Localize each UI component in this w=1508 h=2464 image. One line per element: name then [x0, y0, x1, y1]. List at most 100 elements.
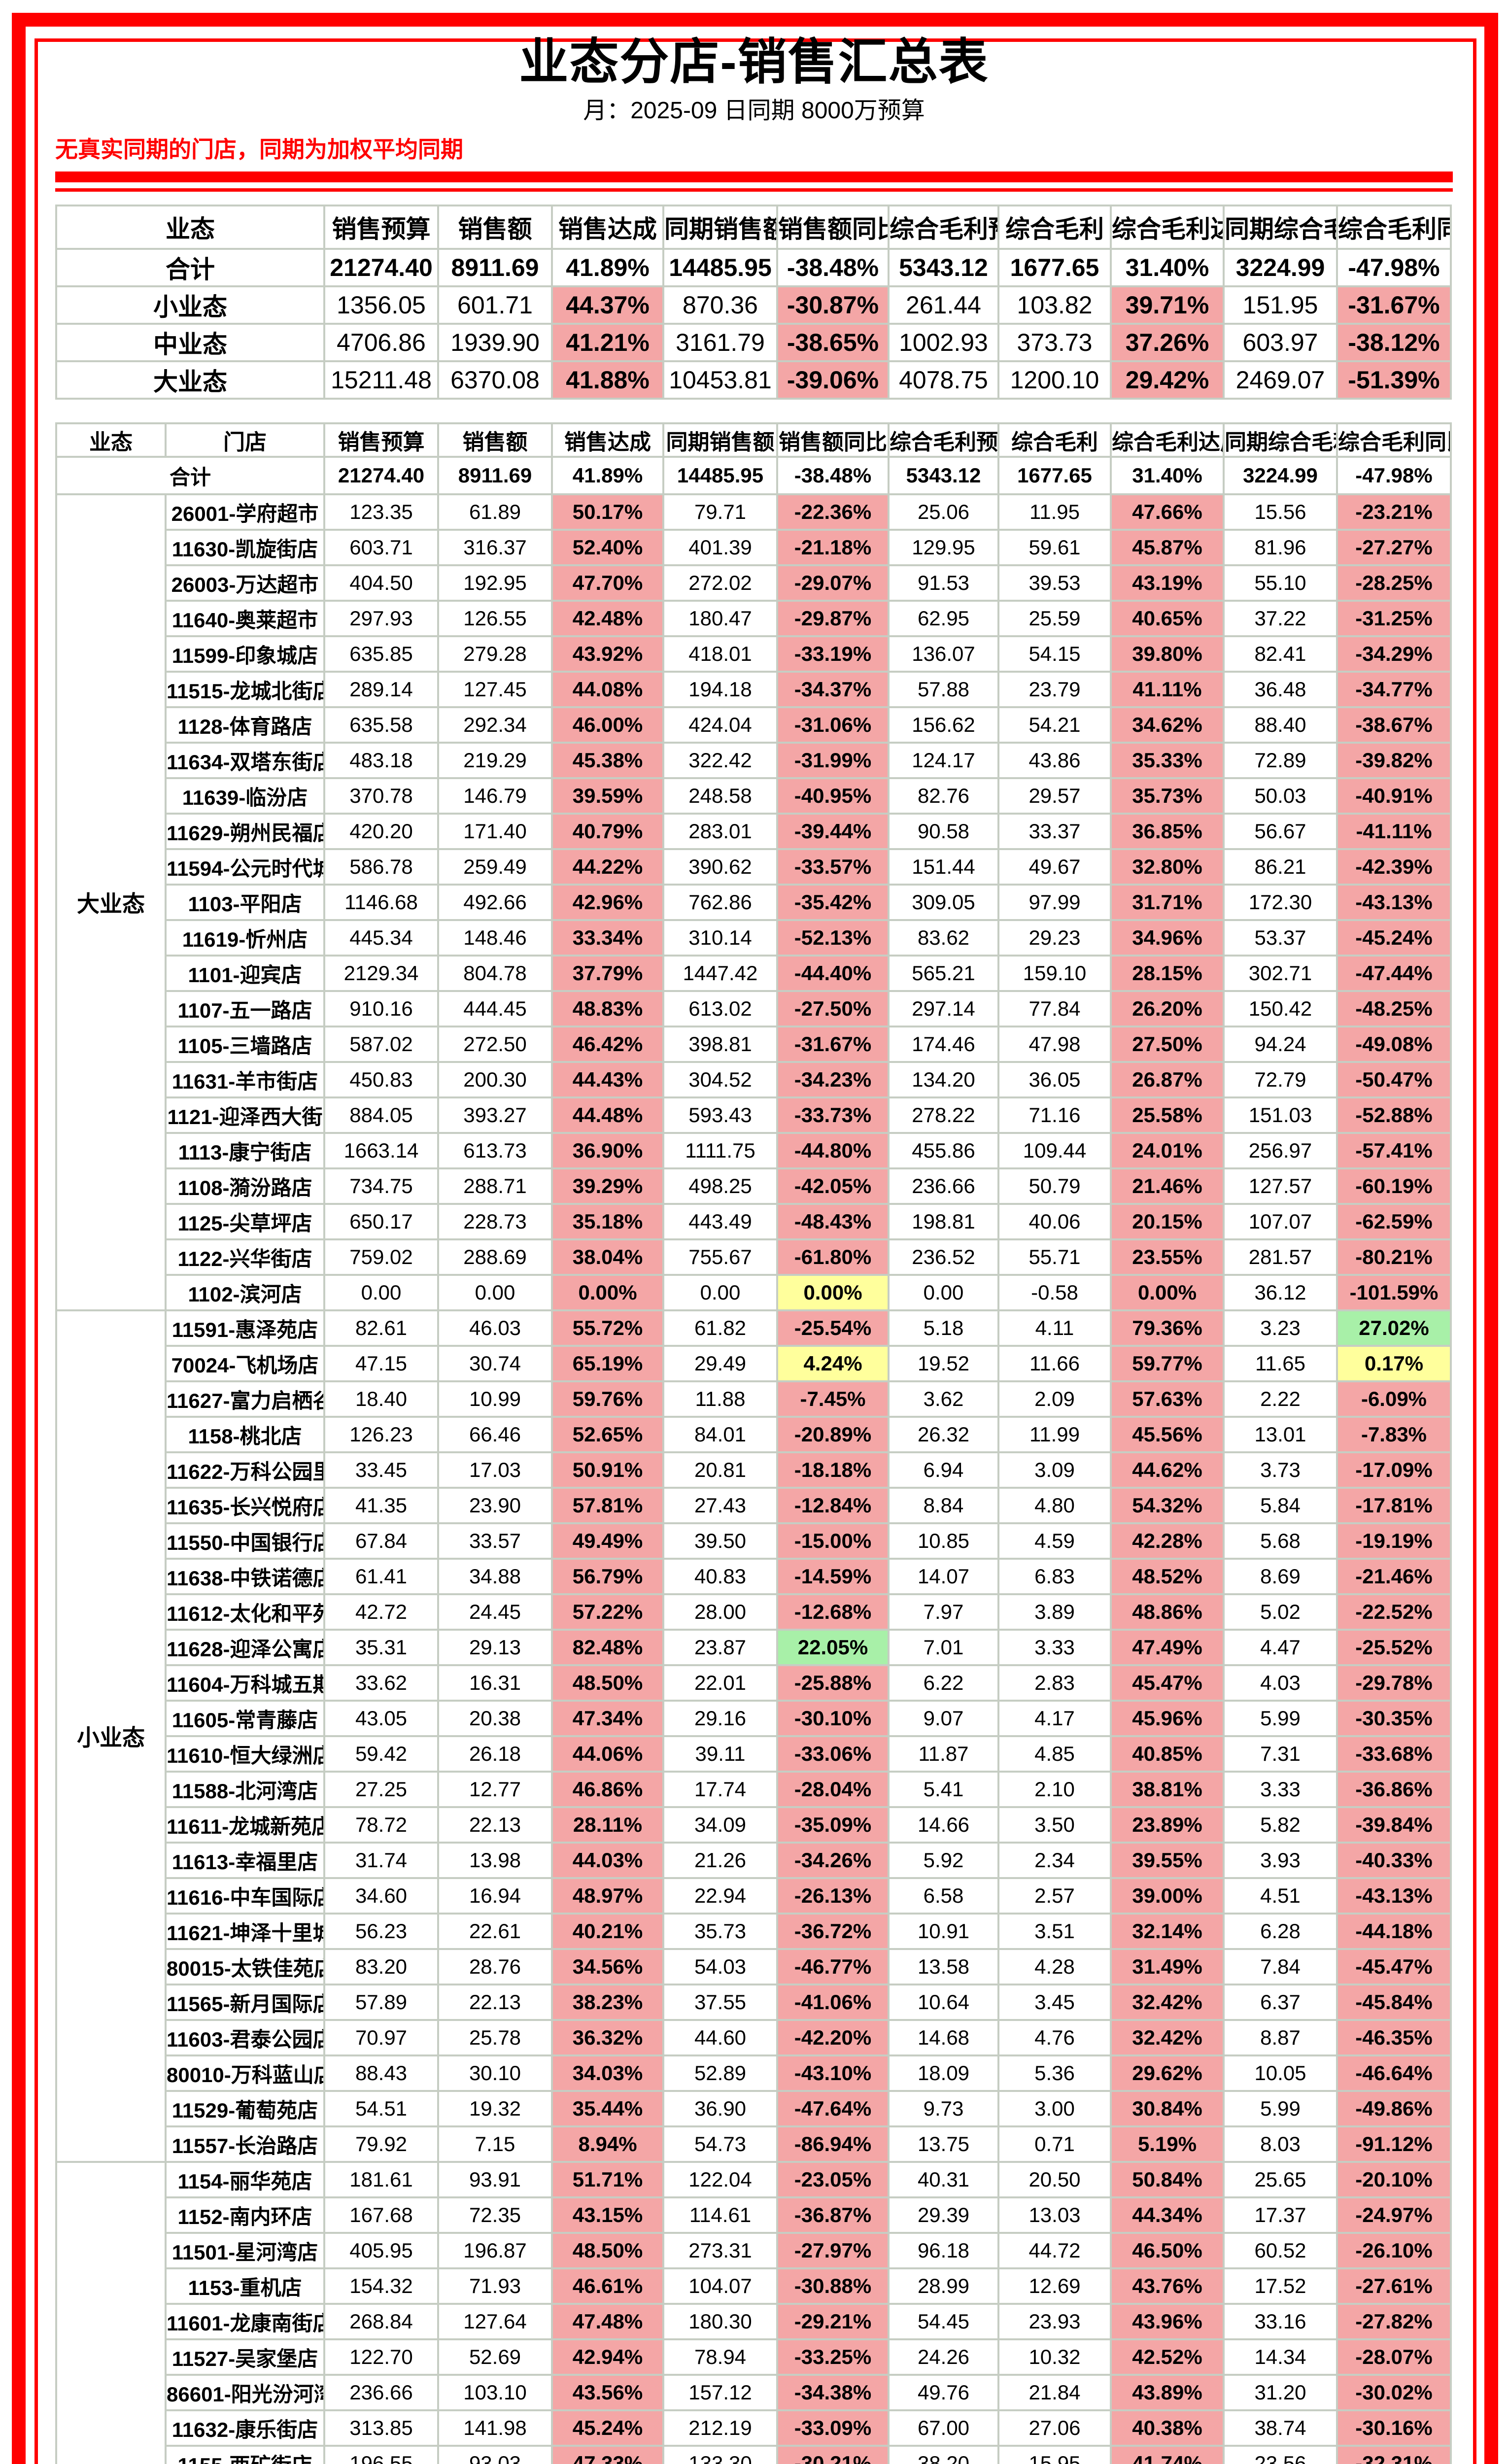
value-cell: 13.01 — [1223, 1416, 1338, 1453]
value-cell: 28.11% — [551, 1806, 664, 1844]
value-cell: 150.42 — [1223, 990, 1338, 1027]
value-cell: -44.40% — [776, 955, 890, 992]
value-cell: 884.05 — [323, 1096, 439, 1134]
detail-table-header: 业态门店销售预算销售额销售达成同期销售额销售额同比综合毛利预算综合毛利综合毛利达… — [55, 422, 1452, 458]
value-cell: 6.22 — [888, 1664, 999, 1702]
value-cell: 17.52 — [1223, 2267, 1338, 2305]
value-cell: 62.95 — [888, 600, 999, 637]
value-cell: -29.21% — [776, 2303, 890, 2340]
value-cell: 3.33 — [997, 1629, 1112, 1666]
value-cell: 5.18 — [888, 1309, 999, 1347]
value-cell: 47.66% — [1110, 493, 1225, 531]
value-cell: 97.99 — [997, 884, 1112, 921]
value-cell: 91.53 — [888, 564, 999, 602]
value-cell: 19.32 — [437, 2090, 553, 2127]
value-cell: 47.34% — [551, 1700, 664, 1737]
column-header: 门店 — [165, 422, 325, 458]
value-cell: 268.84 — [323, 2303, 439, 2340]
value-cell: 272.50 — [437, 1026, 553, 1063]
value-cell: -14.59% — [776, 1558, 890, 1595]
value-cell: 35.73% — [1110, 777, 1225, 815]
value-cell: -7.45% — [776, 1380, 890, 1418]
value-cell: 27.02% — [1336, 1309, 1452, 1347]
value-cell: -36.86% — [1336, 1771, 1452, 1808]
column-header: 综合毛利预算 — [888, 205, 999, 250]
value-cell: 2.09 — [997, 1380, 1112, 1418]
store-name-cell: 11529-葡萄苑店 — [165, 2090, 325, 2127]
detail-table: 业态门店销售预算销售额销售达成同期销售额销售额同比综合毛利预算综合毛利综合毛利达… — [55, 422, 1452, 2464]
value-cell: -33.57% — [776, 848, 890, 886]
value-cell: 40.06 — [997, 1203, 1112, 1240]
value-cell: 154.32 — [323, 2267, 439, 2305]
value-cell: 54.03 — [662, 1948, 778, 1985]
store-name-cell: 1154-丽华苑店 — [165, 2161, 325, 2198]
value-cell: 219.29 — [437, 742, 553, 779]
value-cell: 2.34 — [997, 1842, 1112, 1879]
table-row: 1152-南内环店 167.68 72.35 43.15% 114.61 -36.87% 2… — [56, 2196, 1452, 2234]
value-cell: -38.48% — [776, 456, 890, 495]
store-name-cell: 11629-朔州民福店 — [165, 813, 325, 850]
table-row: 11621-坤泽十里城店56.2322.6140.21%35.73-36.72%… — [56, 1913, 1452, 1950]
value-cell: 13.98 — [437, 1842, 553, 1879]
store-name-cell: 11627-富力启栖谷店 — [165, 1380, 325, 1418]
column-header: 销售额 — [437, 205, 553, 250]
value-cell: 36.05 — [997, 1061, 1112, 1098]
value-cell: 14.07 — [888, 1558, 999, 1595]
value-cell: 236.66 — [323, 2374, 439, 2411]
value-cell: 0.17% — [1336, 1345, 1452, 1382]
value-cell: -40.95% — [776, 777, 890, 815]
store-name-cell: 11631-羊市街店 — [165, 1061, 325, 1098]
column-header: 销售额同比 — [776, 205, 890, 250]
value-cell: 1677.65 — [997, 248, 1112, 287]
table-row: 11515-龙城北街店 289.14 127.45 44.08% 194.18 -34.3… — [56, 671, 1452, 708]
value-cell: 41.21% — [551, 323, 664, 362]
value-cell: 127.64 — [437, 2303, 553, 2340]
value-cell: 104.07 — [662, 2267, 778, 2305]
value-cell: 37.79% — [551, 955, 664, 992]
value-cell: -52.13% — [776, 919, 890, 957]
value-cell: 0.00 — [662, 1274, 778, 1311]
value-cell: 35.33% — [1110, 742, 1225, 779]
table-row: 86601-阳光汾河湾 236.66 103.10 43.56% 157.12 -34.3… — [56, 2374, 1452, 2411]
value-cell: 34.09 — [662, 1806, 778, 1844]
value-cell: 278.22 — [888, 1096, 999, 1134]
table-row: 80010-万科蓝山店 88.43 30.10 34.03% 52.89 -43.10% 1… — [56, 2054, 1452, 2092]
value-cell: 804.78 — [437, 955, 553, 992]
value-cell: 14.66 — [888, 1806, 999, 1844]
value-cell: 870.36 — [662, 285, 778, 325]
value-cell: 32.14% — [1110, 1913, 1225, 1950]
value-cell: 32.42% — [1110, 1984, 1225, 2021]
value-cell: 23.89% — [1110, 1806, 1225, 1844]
value-cell: 200.30 — [437, 1061, 553, 1098]
value-cell: 5.19% — [1110, 2125, 1225, 2163]
value-cell: 25.65 — [1223, 2161, 1338, 2198]
store-name-cell: 11634-双塔东街店 — [165, 742, 325, 779]
value-cell: 52.40% — [551, 529, 664, 566]
store-name-cell: 11605-常青藤店 — [165, 1700, 325, 1737]
value-cell: 33.37 — [997, 813, 1112, 850]
value-cell: 124.17 — [888, 742, 999, 779]
value-cell: -25.54% — [776, 1309, 890, 1347]
value-cell: 11.65 — [1223, 1345, 1338, 1382]
value-cell: -27.82% — [1336, 2303, 1452, 2340]
value-cell: 36.90 — [662, 2090, 778, 2127]
value-cell: 0.71 — [997, 2125, 1112, 2163]
value-cell: -45.24% — [1336, 919, 1452, 957]
value-cell: 4.24% — [776, 1345, 890, 1382]
value-cell: 17.03 — [437, 1451, 553, 1489]
value-cell: 82.41 — [1223, 635, 1338, 673]
column-header: 综合毛利预算 — [888, 422, 999, 458]
value-cell: 198.81 — [888, 1203, 999, 1240]
value-cell: -40.33% — [1336, 1842, 1452, 1879]
business-type-cell: 大业态 — [55, 493, 167, 1311]
value-cell: 180.30 — [662, 2303, 778, 2340]
value-cell: 0.00% — [776, 1274, 890, 1311]
table-row: 1122-兴华街店 759.02 288.69 38.04% 755.67 -61.80%… — [56, 1238, 1452, 1276]
value-cell: -20.10% — [1336, 2161, 1452, 2198]
value-cell: 82.61 — [323, 1309, 439, 1347]
value-cell: -45.84% — [1336, 1984, 1452, 2021]
value-cell: 78.72 — [323, 1806, 439, 1844]
value-cell: 50.91% — [551, 1451, 664, 1489]
value-cell: 33.34% — [551, 919, 664, 957]
value-cell: -52.88% — [1336, 1096, 1452, 1134]
